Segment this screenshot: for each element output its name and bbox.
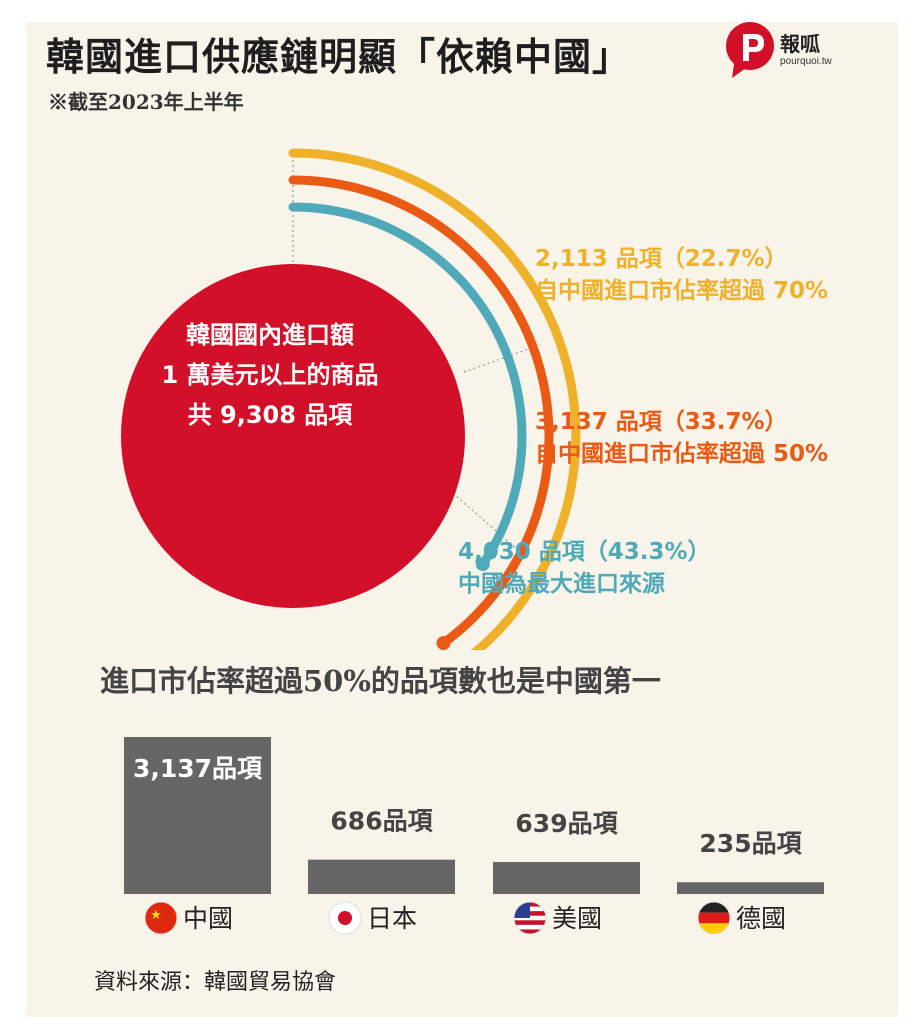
arc-label-largest-count: 4,030 品項（43.3%） [458, 539, 711, 565]
bar-value-label: 3,137品項 [133, 754, 263, 783]
china-flag-icon: ★ [144, 901, 178, 935]
circle-line-1: 韓國國內進口額 [186, 321, 354, 349]
arc-label-70-desc: 自中國進口市佔率超過 70% [535, 278, 829, 304]
logo-name: 報呱 [780, 32, 820, 56]
usa-flag-icon [513, 901, 547, 935]
arc-label-70: 2,113 品項（22.7%） 自中國進口市佔率超過 70% [535, 243, 828, 307]
circle-line-2: 1 萬美元以上的商品 [161, 361, 379, 389]
arc-50 [288, 175, 554, 648]
category-label: 中國 [183, 904, 233, 933]
page-subtitle: ※截至2023年上半年 [48, 90, 244, 114]
category-label: 日本 [367, 904, 417, 933]
logo-url: pourquoi.tw [780, 56, 832, 67]
bar-0 [124, 737, 271, 894]
arc-label-50-desc: 自中國進口市佔率超過 50% [535, 441, 829, 467]
germany-flag-icon [697, 901, 731, 935]
page-title: 韓國進口供應鏈明顯「依賴中國」 [46, 34, 632, 79]
svg-text:★: ★ [150, 908, 162, 923]
bar-value-label: 235品項 [699, 829, 802, 858]
arc-label-largest: 4,030 品項（43.3%） 中國為最大進口來源 [458, 536, 711, 600]
arc-diagram [121, 148, 581, 650]
arc-end-dot-largest [475, 557, 490, 572]
arc-70 [288, 148, 581, 650]
guide-line [437, 479, 521, 553]
total-items-circle [121, 264, 465, 608]
bar-value-label: 639品項 [515, 809, 618, 838]
japan-flag-icon [328, 901, 362, 935]
arc-label-70-count: 2,113 品項（22.7%） [535, 246, 788, 272]
pourquoi-logo-icon [726, 22, 774, 78]
bar-2 [493, 862, 640, 894]
guide-line [463, 344, 541, 373]
arc-label-largest-desc: 中國為最大進口來源 [458, 571, 665, 597]
bar-1 [308, 859, 455, 894]
category-label: 德國 [736, 904, 786, 933]
circle-text: 韓國國內進口額 1 萬美元以上的商品 共 9,308 品項 [110, 315, 430, 435]
circle-line-3: 共 9,308 品項 [187, 401, 353, 429]
bar-chart-title: 進口市佔率超過50%的品項數也是中國第一 [100, 664, 661, 698]
arc-end-dot-50 [436, 636, 451, 650]
source-note: 資料來源：韓國貿易協會 [94, 970, 337, 995]
category-label: 美國 [552, 904, 602, 933]
bar-3 [677, 882, 824, 894]
brand-logo: 報呱 pourquoi.tw [724, 20, 844, 80]
arc-largest [288, 202, 527, 569]
arc-label-50-count: 3,137 品項（33.7%） [535, 409, 788, 435]
bar-value-label: 686品項 [330, 807, 433, 836]
arc-label-50: 3,137 品項（33.7%） 自中國進口市佔率超過 50% [535, 406, 828, 470]
